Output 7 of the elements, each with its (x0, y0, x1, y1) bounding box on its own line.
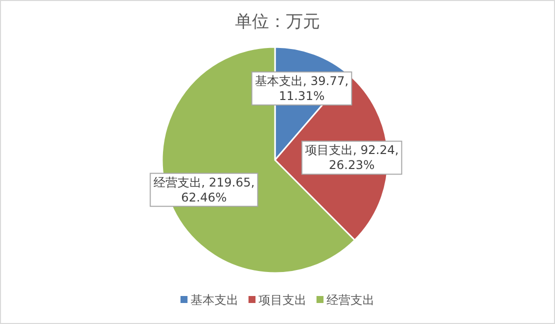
data-label: 基本支出, 39.77, 11.31% (254, 74, 349, 103)
legend-label: 基本支出 (190, 293, 238, 307)
data-label: 项目支出, 92.24, 26.23% (304, 143, 399, 172)
legend-label: 经营支出 (326, 293, 374, 307)
legend-label: 项目支出 (258, 293, 306, 307)
chart-title: 单位：万元 (235, 12, 320, 32)
data-label: 经营支出, 219.65, 62.46% (153, 175, 255, 204)
